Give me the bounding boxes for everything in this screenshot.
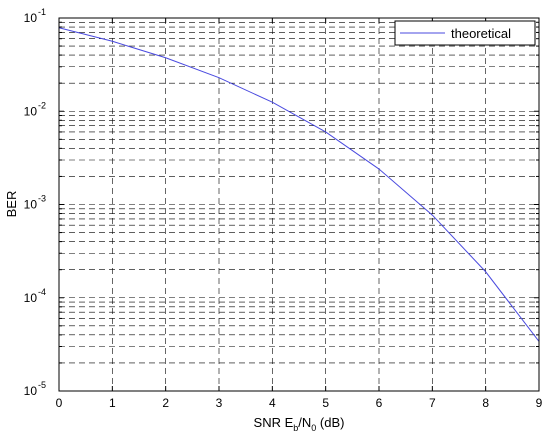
x-tick-label: 2 [162,396,169,410]
x-axis-label: SNR Eb/N0 (dB) [254,415,345,433]
y-tick-label-exponent: -5 [38,380,46,390]
grid [59,18,539,391]
y-tick-label: 10 [24,384,38,398]
y-tick-label-exponent: -1 [38,7,46,17]
x-tick-label: 6 [376,396,383,410]
x-tick-label: 8 [482,396,489,410]
y-tick-label: 10 [24,198,38,212]
y-tick-label-exponent: -2 [38,100,46,110]
series-line [58,27,540,342]
x-tick-label: 1 [109,396,116,410]
tick-labels: 0 1 2 3 4 5 6 7 8 910-510-410-310-210-1 [24,7,543,410]
x-tick-label: 7 [429,396,436,410]
x-tick-label: 4 [269,396,276,410]
y-axis-label: BER [4,191,19,218]
x-tick-label: 5 [322,396,329,410]
series-group [58,27,540,342]
y-tick-label-exponent: -3 [38,194,46,204]
x-tick-label: 3 [216,396,223,410]
legend-label: theoretical [451,26,511,41]
y-tick-label: 10 [24,291,38,305]
x-tick-label: 9 [536,396,543,410]
y-tick-label: 10 [24,104,38,118]
x-tick-label: 0 [56,396,63,410]
legend: theoretical [394,20,536,46]
y-tick-label: 10 [24,11,38,25]
ticks [58,17,540,392]
y-tick-label-exponent: -4 [38,287,46,297]
